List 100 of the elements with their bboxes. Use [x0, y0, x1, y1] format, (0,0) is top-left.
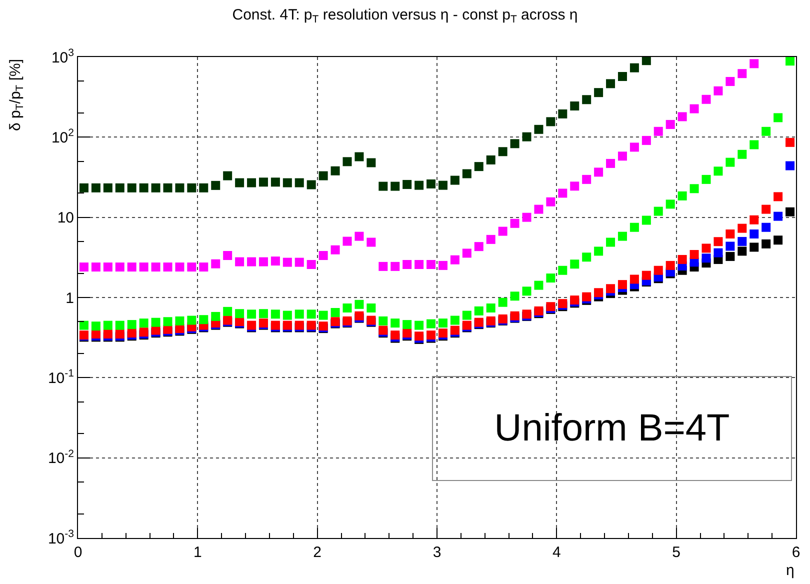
point	[726, 158, 735, 167]
point	[558, 109, 568, 118]
point	[438, 260, 448, 270]
point	[175, 262, 184, 272]
point	[474, 306, 484, 316]
point	[510, 292, 520, 301]
point	[630, 274, 639, 284]
point	[414, 320, 424, 330]
point	[235, 178, 244, 188]
x-tick-label: 2	[313, 544, 322, 561]
point	[318, 251, 328, 260]
point	[558, 188, 568, 198]
point	[103, 183, 112, 192]
point	[115, 262, 124, 272]
point	[762, 239, 771, 248]
point	[342, 303, 352, 312]
point	[390, 182, 400, 191]
point	[606, 284, 616, 294]
point	[522, 132, 532, 142]
point	[354, 232, 364, 241]
point	[127, 320, 136, 330]
x-tick-label: 1	[194, 544, 202, 561]
point	[211, 312, 220, 321]
point	[211, 180, 220, 190]
point	[294, 310, 304, 319]
point	[187, 183, 196, 192]
point	[714, 237, 723, 246]
point	[690, 104, 699, 114]
point	[247, 257, 256, 266]
point	[666, 200, 675, 209]
point	[630, 63, 639, 72]
chart-title: Const. 4T: p$_{T}$ resolution versus η - const p$_{T}$ across η	[232, 6, 578, 26]
point	[546, 197, 556, 206]
point	[774, 192, 783, 202]
point	[510, 139, 520, 148]
point	[714, 248, 723, 258]
y-tick-label: 10$^{2}$	[51, 127, 74, 146]
point	[738, 246, 747, 256]
point	[151, 183, 160, 192]
point	[678, 254, 687, 264]
point	[630, 142, 639, 152]
point	[534, 124, 544, 134]
point	[774, 236, 783, 245]
point	[522, 286, 532, 296]
y-tick-label: 10	[57, 210, 74, 227]
point	[354, 152, 364, 162]
point	[618, 232, 627, 241]
point	[786, 57, 795, 66]
point	[139, 262, 148, 272]
point	[582, 252, 592, 262]
point	[618, 72, 627, 82]
point	[594, 168, 604, 177]
point	[199, 315, 208, 324]
point	[702, 244, 711, 253]
point	[690, 184, 699, 194]
point	[151, 318, 160, 327]
point	[438, 180, 448, 190]
y-tick-label: 10$^{-1}$	[48, 368, 74, 387]
point	[606, 238, 616, 247]
point	[402, 180, 412, 189]
point	[738, 224, 747, 233]
point	[738, 150, 747, 159]
point	[606, 79, 616, 88]
y-tick-label: 10$^{-2}$	[48, 448, 74, 468]
point	[606, 158, 616, 168]
point	[750, 140, 759, 150]
y-tick-label: 1	[66, 290, 74, 307]
point	[187, 262, 196, 272]
point	[306, 180, 316, 190]
point	[366, 238, 376, 247]
point	[306, 310, 316, 319]
point	[354, 300, 364, 309]
point	[282, 310, 292, 320]
point	[750, 229, 759, 238]
point	[282, 178, 292, 188]
point	[306, 260, 316, 269]
point	[342, 157, 352, 166]
point	[366, 303, 376, 312]
point	[127, 262, 136, 272]
point	[738, 236, 747, 246]
point	[462, 310, 472, 320]
point	[702, 174, 711, 184]
point	[546, 274, 556, 283]
point	[223, 306, 232, 316]
x-tick-label: 6	[792, 544, 800, 561]
point	[714, 166, 723, 176]
point	[594, 246, 604, 256]
point	[378, 262, 388, 271]
point	[582, 95, 592, 104]
point	[534, 280, 544, 290]
point	[79, 183, 88, 192]
point	[546, 117, 556, 126]
point	[642, 270, 651, 280]
y-tick-label: 10$^{3}$	[51, 46, 74, 66]
point	[235, 309, 244, 318]
point	[390, 318, 400, 328]
point	[450, 316, 460, 325]
x-tick-label: 5	[672, 544, 680, 561]
point	[678, 112, 687, 122]
point	[762, 222, 771, 232]
